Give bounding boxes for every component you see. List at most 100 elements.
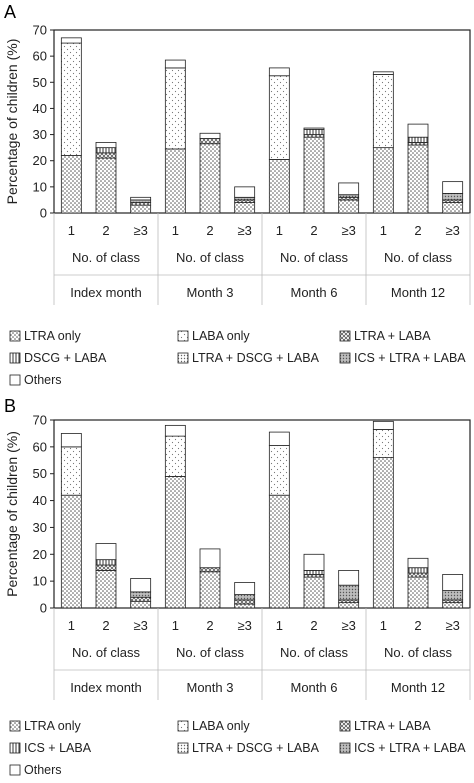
bar-segment <box>95 559 117 566</box>
bar-segment <box>60 155 82 214</box>
bar-segment <box>303 136 325 214</box>
y-tick-label: 0 <box>40 601 47 616</box>
x-tick-label: 1 <box>172 618 179 633</box>
bar-segment <box>95 142 117 149</box>
x-tick-label: 1 <box>172 223 179 238</box>
bar-segment <box>338 584 360 601</box>
bar-segment <box>60 37 82 44</box>
x-tick-label: 2 <box>102 618 109 633</box>
x-tick-label: ≥3 <box>341 618 355 633</box>
bar-segment <box>372 74 394 149</box>
bar-segment <box>442 192 464 201</box>
bar-segment <box>338 182 360 196</box>
bar-segment <box>95 157 117 214</box>
chart-panel-b: 0 10 20 30 40 50 60 70 Percentage of children (%… <box>4 413 471 700</box>
bar-segment <box>234 186 256 198</box>
bar-segment <box>199 143 221 214</box>
bar-segment <box>164 67 186 150</box>
bar-segment <box>234 202 256 214</box>
y-tick-label: 50 <box>33 466 47 481</box>
legend-label: LTRA + LABA <box>354 719 431 733</box>
category-axis-label: No. of class <box>384 645 452 660</box>
bar-segment <box>268 67 290 77</box>
y-tick-label: 20 <box>33 153 47 168</box>
category-axis-label: No. of class <box>280 645 348 660</box>
bar-segment <box>95 147 117 154</box>
bar-segment <box>372 147 394 214</box>
group-label: Month 3 <box>187 285 234 300</box>
legend-label: LTRA only <box>24 719 81 733</box>
legend-swatch <box>9 374 21 386</box>
bar-segment <box>303 553 325 571</box>
bar-segment <box>407 136 429 143</box>
x-tick-label: 2 <box>310 618 317 633</box>
category-axis-label: No. of class <box>384 250 452 265</box>
legend-swatch <box>339 720 351 732</box>
y-axis-title: Percentage of children (%) <box>4 431 20 597</box>
group-label: Month 12 <box>391 680 445 695</box>
y-tick-label: 40 <box>33 493 47 508</box>
y-tick-label: 0 <box>40 206 47 221</box>
bar-segment <box>164 148 186 214</box>
x-tick-label: 2 <box>206 223 213 238</box>
bar-segment <box>95 543 117 561</box>
y-tick-label: 50 <box>33 75 47 90</box>
x-tick-label: ≥3 <box>341 223 355 238</box>
bar-segment <box>442 202 464 214</box>
bar-segment <box>130 591 152 598</box>
bar-segment <box>130 596 152 602</box>
legend-label: LABA only <box>192 719 250 733</box>
bar-segment <box>442 574 464 591</box>
category-axis-label: No. of class <box>176 645 244 660</box>
bar-segment <box>407 123 429 138</box>
x-tick-label: 2 <box>414 618 421 633</box>
group-label: Month 12 <box>391 285 445 300</box>
x-tick-label: 1 <box>68 223 75 238</box>
bar-segment <box>338 199 360 214</box>
y-tick-label: 70 <box>33 413 47 428</box>
category-axis-label: No. of class <box>280 250 348 265</box>
x-tick-label: ≥3 <box>133 223 147 238</box>
x-tick-label: 2 <box>310 223 317 238</box>
y-tick-label: 60 <box>33 49 47 64</box>
bar-segment <box>95 152 117 159</box>
panel-letter-a: A <box>4 2 16 22</box>
legend-label: DSCG + LABA <box>24 351 107 365</box>
x-tick-label: 2 <box>414 223 421 238</box>
legend-label: LTRA + DSCG + LABA <box>192 351 320 365</box>
panel-letter-b: B <box>4 396 16 416</box>
bar-segment <box>95 564 117 571</box>
legend-swatch <box>9 352 21 364</box>
bar-segment <box>234 599 256 605</box>
bar-segment <box>303 127 325 130</box>
x-tick-label: 1 <box>276 223 283 238</box>
legend-swatch <box>177 330 189 342</box>
bar-segment <box>164 475 186 609</box>
legend-swatch <box>339 352 351 364</box>
category-axis-label: No. of class <box>72 645 140 660</box>
bar-segment <box>199 548 221 569</box>
bar-segment <box>442 602 464 609</box>
bar-segment <box>303 576 325 609</box>
y-tick-label: 10 <box>33 574 47 589</box>
bar-segment <box>303 574 325 578</box>
x-tick-label: ≥3 <box>445 618 459 633</box>
bar-segment <box>268 75 290 160</box>
x-tick-label: 2 <box>102 223 109 238</box>
legend-label: LTRA + LABA <box>354 329 431 343</box>
bar-segment <box>407 576 429 609</box>
bar-segment <box>407 557 429 569</box>
legend-swatch <box>339 330 351 342</box>
bar-segment <box>164 59 186 69</box>
bar-segment <box>60 433 82 448</box>
bar-segment <box>338 602 360 609</box>
bar-segment <box>372 457 394 609</box>
legend-label: ICS + LTRA + LABA <box>354 351 466 365</box>
legend-swatch <box>177 720 189 732</box>
y-tick-label: 60 <box>33 439 47 454</box>
group-label: Index month <box>70 285 142 300</box>
x-tick-label: 1 <box>380 223 387 238</box>
bar-segment <box>130 204 152 214</box>
bar-segment <box>442 590 464 601</box>
